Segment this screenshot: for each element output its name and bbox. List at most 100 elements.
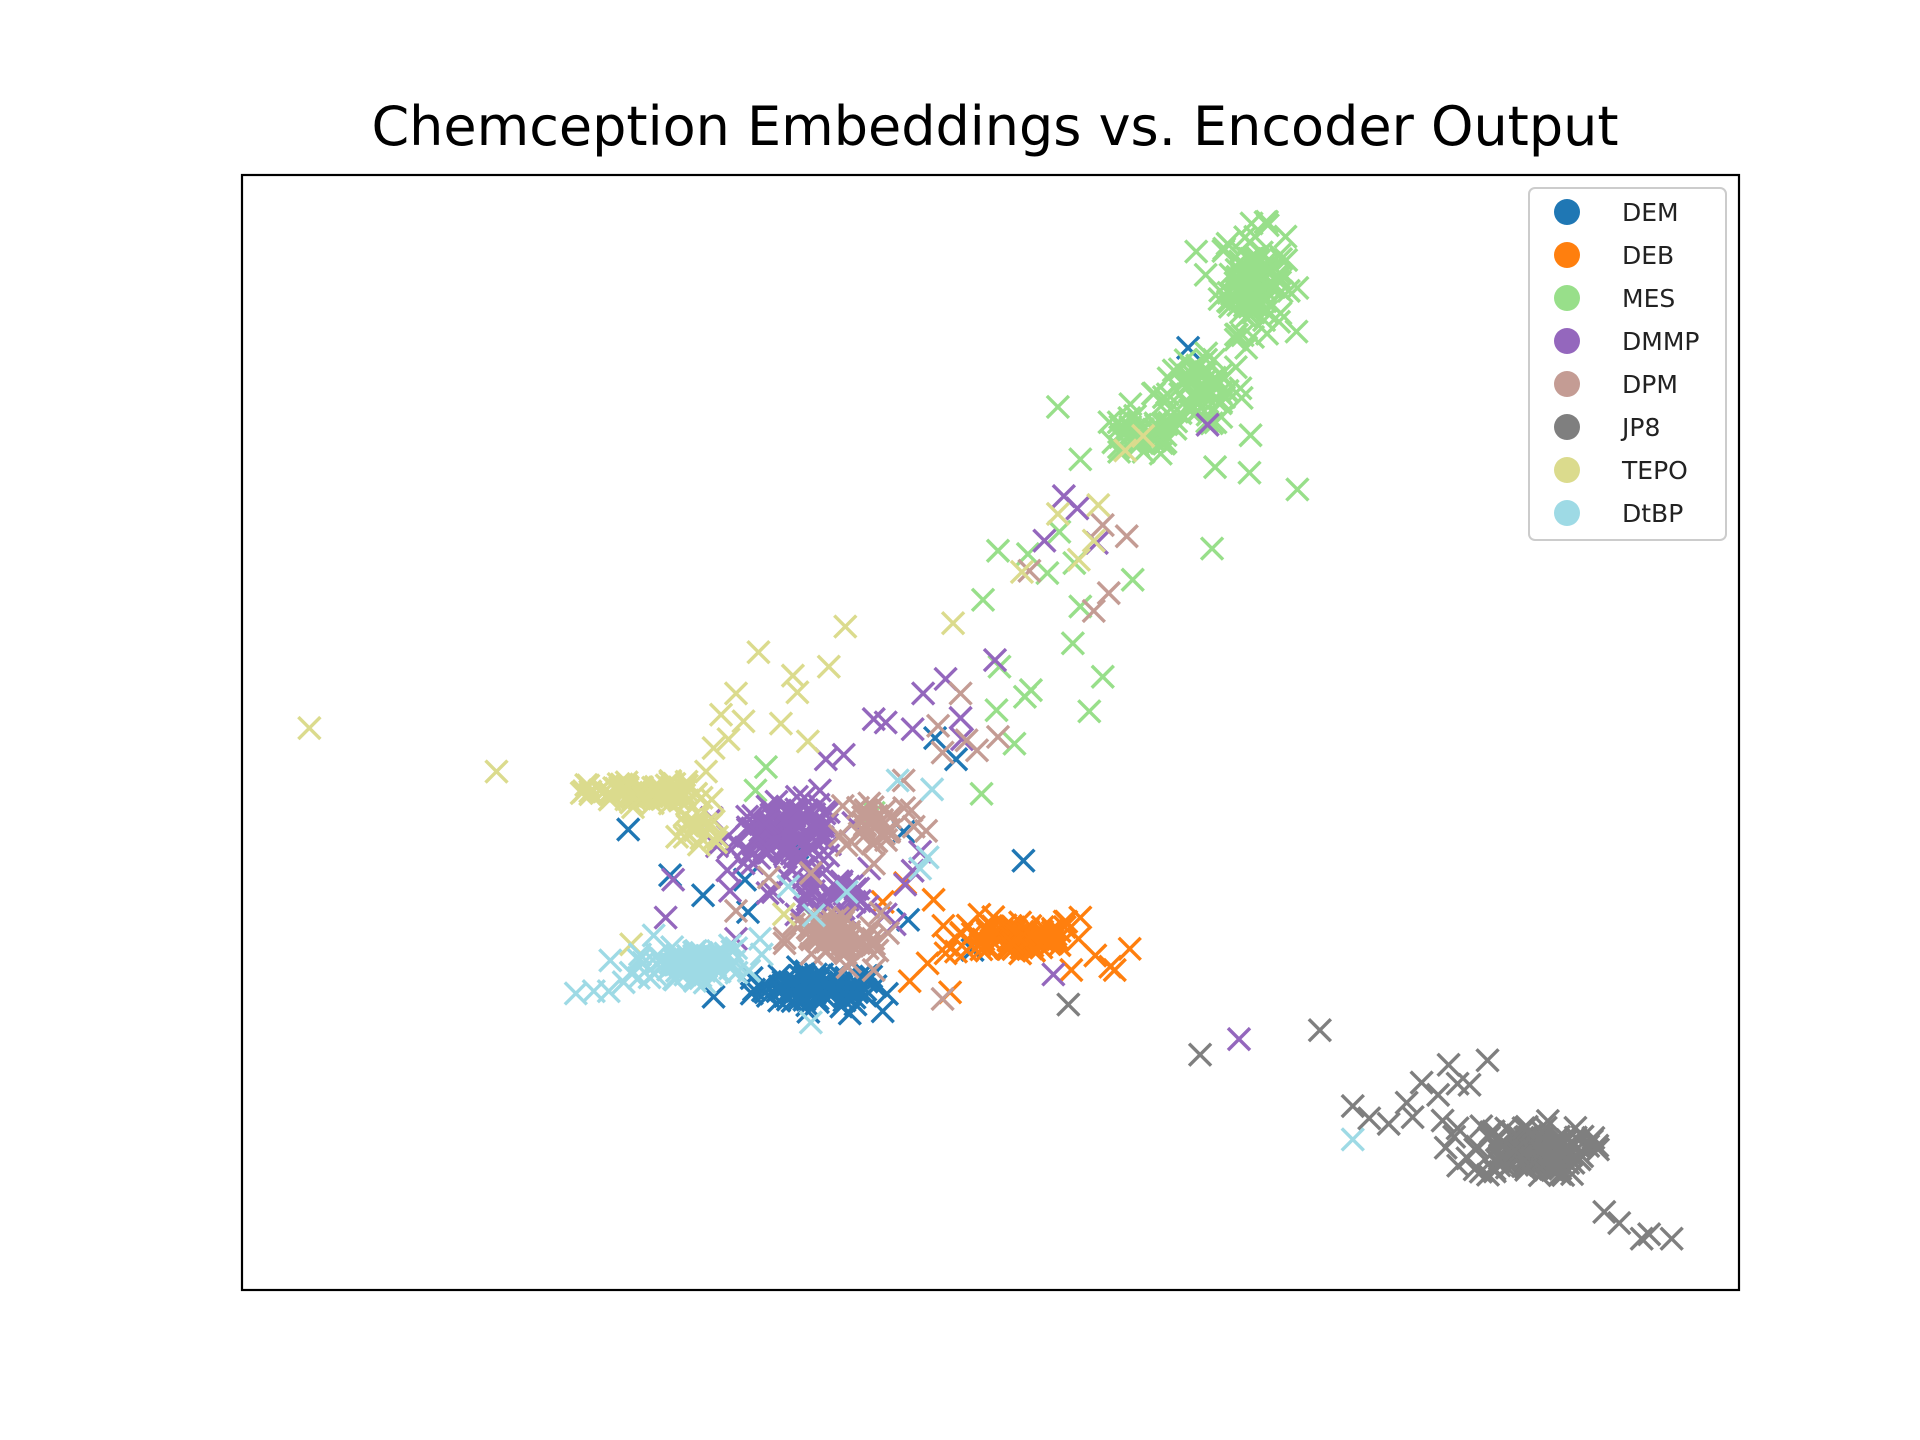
- point-mes: [1090, 664, 1115, 689]
- point-jp8: [1376, 1111, 1401, 1137]
- point-jp8: [1436, 1052, 1461, 1077]
- point-dmmp: [873, 710, 898, 735]
- point-mes: [1018, 677, 1044, 703]
- point-dtbp: [747, 926, 773, 951]
- point-mes: [1245, 247, 1271, 272]
- point-tepo: [596, 780, 622, 806]
- point-dmmp: [773, 836, 798, 861]
- point-dtbp: [798, 1010, 824, 1035]
- point-dmmp: [660, 867, 686, 892]
- point-dem: [792, 984, 818, 1009]
- point-jp8: [1441, 1124, 1467, 1150]
- point-dem: [854, 969, 879, 994]
- point-dpm: [772, 926, 797, 951]
- point-tepo: [1045, 501, 1071, 527]
- legend-label-deb: DEB: [1622, 241, 1674, 270]
- point-dmmp: [653, 905, 678, 930]
- plot-frame: [240, 173, 1741, 1292]
- point-dmmp: [855, 894, 881, 919]
- point-dpm: [873, 827, 899, 853]
- point-jp8: [1482, 1156, 1507, 1182]
- point-tepo: [833, 614, 858, 639]
- point-dtbp: [915, 845, 940, 870]
- point-dtbp: [596, 978, 621, 1004]
- point-mes: [1233, 277, 1258, 303]
- point-dmmp: [831, 742, 856, 768]
- point-tepo: [1113, 438, 1138, 463]
- chart-title: Chemception Embeddings vs. Encoder Outpu…: [371, 95, 1619, 158]
- point-mes: [1097, 409, 1122, 435]
- point-jp8: [1607, 1210, 1632, 1236]
- point-dpm: [891, 795, 917, 821]
- point-deb: [949, 920, 974, 946]
- point-mes: [1266, 265, 1291, 290]
- point-dpm: [925, 713, 951, 739]
- point-mes: [1191, 363, 1216, 388]
- point-mes: [1285, 477, 1310, 502]
- point-mes: [1060, 631, 1086, 656]
- point-dmmp: [900, 716, 925, 742]
- point-tepo: [630, 784, 655, 810]
- point-dtbp: [641, 923, 666, 948]
- point-dpm: [830, 909, 856, 934]
- legend-marker-dtbp: [1554, 500, 1580, 526]
- point-dmmp: [725, 831, 750, 856]
- point-jp8: [1394, 1090, 1419, 1115]
- point-dmmp: [810, 861, 835, 886]
- point-jp8: [1538, 1156, 1563, 1182]
- point-dem: [837, 975, 862, 1001]
- point-deb: [933, 941, 958, 966]
- point-dpm: [1017, 558, 1042, 584]
- point-mes: [1237, 460, 1262, 485]
- point-dtbp: [717, 933, 743, 958]
- point-dmmp: [753, 811, 778, 837]
- point-dpm: [860, 926, 886, 952]
- point-deb: [1000, 930, 1025, 956]
- point-dem: [701, 984, 726, 1009]
- point-jp8: [1464, 1134, 1490, 1159]
- point-dpm: [833, 937, 859, 962]
- legend-marker-tepo: [1554, 457, 1580, 483]
- point-jp8: [1307, 1018, 1333, 1043]
- point-jp8: [1475, 1048, 1500, 1073]
- point-tepo: [795, 729, 821, 754]
- point-tepo: [661, 779, 686, 804]
- point-mes: [1212, 236, 1237, 261]
- point-tepo: [785, 680, 810, 705]
- point-dpm: [869, 807, 895, 833]
- point-mes: [969, 781, 994, 807]
- point-tepo: [698, 811, 724, 837]
- point-mes: [1254, 209, 1280, 234]
- point-dtbp: [611, 970, 636, 995]
- point-dtbp: [598, 948, 623, 973]
- point-dmmp: [787, 826, 812, 852]
- point-jp8: [1430, 1108, 1455, 1133]
- legend-label-mes: MES: [1622, 284, 1675, 313]
- point-dtbp: [664, 958, 690, 983]
- legend-label-tepo: TEPO: [1621, 456, 1688, 485]
- point-dpm: [985, 724, 1011, 750]
- point-dpm: [723, 898, 749, 924]
- point-tepo: [701, 735, 726, 761]
- point-dmmp: [807, 778, 833, 803]
- point-mes: [984, 697, 1009, 723]
- point-mes: [1106, 439, 1132, 465]
- point-tepo: [699, 787, 724, 812]
- point-dpm: [772, 931, 797, 956]
- point-mes: [1238, 423, 1263, 448]
- point-mes: [1045, 394, 1071, 420]
- point-dpm: [875, 920, 901, 946]
- point-mes: [985, 538, 1011, 563]
- point-tepo: [746, 640, 771, 665]
- point-tepo: [723, 681, 749, 706]
- point-mes: [1284, 319, 1309, 344]
- legend-marker-dpm: [1554, 371, 1580, 397]
- point-mes: [1002, 731, 1027, 756]
- point-dmmp: [787, 798, 813, 823]
- point-mes: [1140, 381, 1166, 406]
- point-mes: [1183, 239, 1209, 264]
- point-dmmp: [948, 705, 973, 731]
- point-deb: [1059, 957, 1084, 983]
- legend-frame: [1528, 187, 1727, 541]
- point-mes: [1238, 264, 1264, 290]
